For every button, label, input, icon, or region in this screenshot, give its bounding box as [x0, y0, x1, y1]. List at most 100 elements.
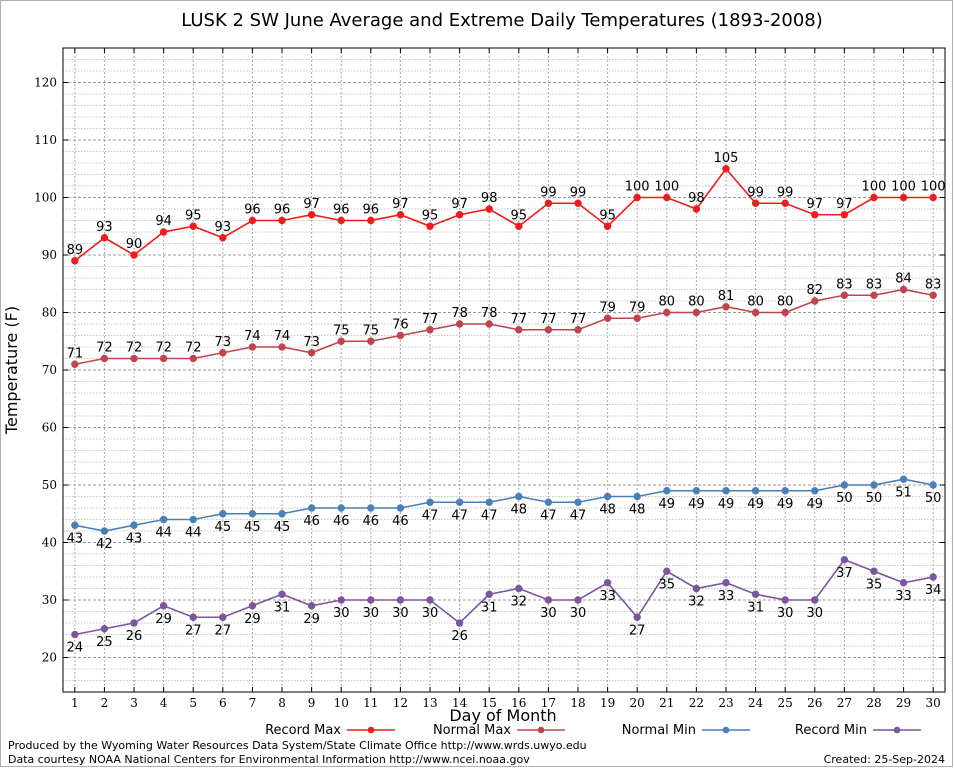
data-label-record-max: 90: [126, 237, 143, 252]
x-tick-label: 9: [308, 696, 316, 710]
legend-label-record-max: Record Max: [265, 723, 341, 738]
data-point-record-min: [751, 590, 760, 598]
data-label-normal-min: 45: [244, 520, 261, 535]
data-label-normal-min: 45: [274, 520, 291, 535]
data-point-normal-min: [248, 510, 257, 518]
grid: [63, 47, 945, 693]
series: 89 93 90 94 95 93 96 96 97 96 96 97 95 97 98 95 99 99 95 10…: [67, 151, 946, 656]
data-label-record-min: 27: [215, 623, 232, 638]
data-label-record-min: 35: [659, 577, 676, 592]
x-tick-label: 12: [393, 696, 408, 710]
data-label-record-min: 32: [511, 595, 528, 610]
x-tick-label: 3: [130, 696, 138, 710]
data-point-normal-min: [515, 492, 523, 501]
data-label-record-min: 30: [570, 606, 587, 621]
x-tick-label: 7: [249, 696, 257, 710]
data-label-normal-max: 73: [303, 335, 320, 350]
data-label-record-max: 98: [481, 191, 498, 206]
data-label-normal-min: 48: [599, 503, 616, 518]
x-axis-label: Day of Month: [449, 706, 556, 725]
y-tick-label: 70: [42, 363, 57, 377]
data-label-record-min: 29: [155, 612, 172, 627]
data-point-normal-min: [219, 510, 227, 518]
data-point-normal-min: [840, 481, 849, 489]
data-point-record-max: [574, 199, 582, 207]
data-point-record-min: [870, 567, 878, 575]
data-point-record-min: [485, 590, 493, 598]
series-line-record-min: [74, 558, 934, 636]
data-point-normal-max: [899, 285, 908, 294]
data-point-record-min: [337, 596, 345, 604]
data-label-normal-max: 72: [96, 341, 113, 356]
legend-label-record-min: Record Min: [795, 723, 867, 738]
data-point-normal-min: [633, 492, 641, 501]
data-label-normal-max: 81: [718, 289, 735, 304]
footer-created: Created: 25-Sep-2024: [824, 753, 945, 766]
data-point-record-max: [159, 228, 168, 236]
legend-label-normal-max: Normal Max: [433, 723, 511, 738]
data-label-normal-min: 46: [392, 514, 409, 529]
data-point-record-max: [603, 222, 612, 230]
data-point-normal-max: [189, 354, 197, 363]
data-label-normal-max: 77: [540, 312, 557, 327]
data-point-record-max: [219, 234, 227, 242]
y-tick-label: 30: [42, 593, 57, 607]
data-label-normal-min: 47: [481, 508, 498, 523]
data-point-normal-min: [396, 504, 405, 512]
data-point-record-max: [396, 211, 405, 219]
data-point-record-min: [811, 596, 819, 604]
data-label-record-min: 29: [244, 612, 261, 627]
data-label-record-max: 99: [540, 185, 557, 200]
data-label-record-max: 93: [215, 220, 232, 235]
data-label-normal-max: 72: [185, 341, 202, 356]
data-label-normal-max: 73: [215, 335, 232, 350]
y-tick-label: 110: [34, 133, 57, 147]
data-label-record-min: 27: [629, 623, 646, 638]
data-point-normal-min: [278, 510, 286, 518]
data-label-normal-min: 47: [540, 508, 557, 523]
data-label-normal-max: 77: [422, 312, 439, 327]
y-tick-label: 20: [42, 651, 57, 665]
data-label-normal-min: 48: [629, 503, 646, 518]
data-point-normal-min: [189, 515, 197, 524]
series-record-max: 89 93 90 94 95 93 96 96 97 96 96 97 95 97 98 95 99 99 95 10…: [67, 151, 946, 265]
data-point-record-max: [248, 216, 257, 225]
data-point-record-max: [929, 193, 937, 202]
data-point-record-min: [367, 596, 375, 604]
data-point-record-min: [544, 596, 553, 604]
data-label-record-min: 26: [126, 629, 143, 644]
data-point-record-min: [929, 573, 937, 581]
data-label-record-max: 97: [836, 197, 853, 212]
data-label-normal-max: 71: [67, 346, 84, 361]
y-tick-label: 120: [34, 76, 57, 90]
data-label-normal-min: 42: [96, 537, 113, 552]
data-point-record-min: [71, 630, 79, 639]
data-label-normal-max: 80: [659, 295, 676, 310]
data-label-record-max: 95: [422, 208, 439, 223]
data-point-normal-max: [367, 337, 375, 345]
footer-produced-by: Produced by the Wyoming Water Resources …: [8, 739, 587, 752]
data-label-record-min: 33: [718, 589, 735, 604]
data-label-normal-max: 82: [806, 283, 823, 298]
data-label-record-min: 33: [599, 589, 616, 604]
data-label-record-min: 33: [895, 589, 912, 604]
chart-title: LUSK 2 SW June Average and Extreme Daily…: [181, 10, 823, 31]
data-label-normal-max: 74: [274, 329, 291, 344]
data-point-record-max: [100, 234, 109, 242]
data-label-record-min: 26: [451, 629, 468, 644]
y-tick-label: 40: [42, 536, 57, 550]
data-point-record-max: [722, 165, 730, 173]
data-label-normal-max: 77: [511, 312, 528, 327]
data-label-record-min: 30: [363, 606, 380, 621]
data-label-normal-max: 83: [836, 277, 853, 292]
data-point-record-max: [811, 211, 819, 219]
legend: Record Max Normal Max Normal Min Record Min: [265, 723, 921, 738]
data-point-normal-max: [71, 360, 79, 368]
data-label-normal-max: 84: [895, 272, 912, 287]
x-tick-label: 10: [334, 696, 349, 710]
data-point-record-min: [396, 596, 405, 604]
x-tick-label: 25: [778, 696, 793, 710]
x-tick-label: 5: [189, 696, 197, 710]
data-label-record-min: 37: [836, 566, 853, 581]
